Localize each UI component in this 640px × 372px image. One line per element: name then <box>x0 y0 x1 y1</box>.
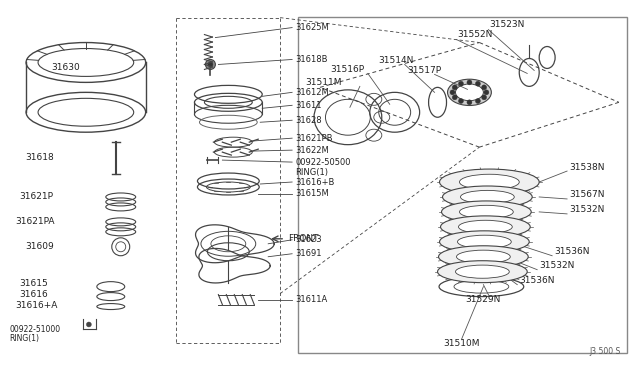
Text: 31552N: 31552N <box>458 30 493 39</box>
Text: 31616+A: 31616+A <box>15 301 58 310</box>
Ellipse shape <box>456 84 483 101</box>
Text: RING(1): RING(1) <box>9 334 39 343</box>
Text: 31516P: 31516P <box>330 65 364 74</box>
Circle shape <box>452 95 457 100</box>
Text: 31616: 31616 <box>19 290 48 299</box>
Text: 31615: 31615 <box>19 279 48 288</box>
Text: 31611A: 31611A <box>295 295 327 304</box>
Ellipse shape <box>440 169 539 195</box>
Text: 31621PB: 31621PB <box>295 134 333 143</box>
Circle shape <box>450 90 455 95</box>
Circle shape <box>86 322 92 327</box>
Text: 00922-51000: 00922-51000 <box>9 325 60 334</box>
Ellipse shape <box>460 174 519 190</box>
Circle shape <box>482 95 486 100</box>
Text: 31532N: 31532N <box>539 261 575 270</box>
Text: 31621PA: 31621PA <box>15 217 54 227</box>
Text: J3 500 S: J3 500 S <box>589 347 621 356</box>
Circle shape <box>458 81 463 86</box>
Text: 31532N: 31532N <box>569 205 604 214</box>
Text: 31612M: 31612M <box>295 88 329 97</box>
Ellipse shape <box>440 216 530 238</box>
Text: 31567N: 31567N <box>569 190 605 199</box>
Ellipse shape <box>438 246 528 268</box>
Ellipse shape <box>460 190 515 203</box>
Text: 31615M: 31615M <box>295 189 329 199</box>
Text: 31618: 31618 <box>25 153 54 161</box>
Text: 31514N: 31514N <box>378 56 413 65</box>
Text: 31609: 31609 <box>25 242 54 251</box>
Ellipse shape <box>440 231 529 253</box>
Text: FRONT: FRONT <box>288 234 319 243</box>
Circle shape <box>476 81 481 86</box>
Circle shape <box>482 85 486 90</box>
Text: 31616+B: 31616+B <box>295 177 335 186</box>
Circle shape <box>467 80 472 85</box>
Ellipse shape <box>438 261 527 283</box>
Text: RING(1): RING(1) <box>295 167 328 177</box>
Ellipse shape <box>442 186 532 208</box>
Text: 31529N: 31529N <box>465 295 501 304</box>
Circle shape <box>476 99 481 103</box>
Text: 31536N: 31536N <box>554 247 589 256</box>
Text: 31622M: 31622M <box>295 145 329 155</box>
Text: 31511M: 31511M <box>305 78 342 87</box>
Text: 31517P: 31517P <box>408 66 442 75</box>
Circle shape <box>452 85 457 90</box>
Ellipse shape <box>458 220 512 233</box>
Text: 31623: 31623 <box>295 235 322 244</box>
Text: 31630: 31630 <box>51 63 80 72</box>
Ellipse shape <box>456 265 509 278</box>
Circle shape <box>467 100 472 105</box>
Text: 31621P: 31621P <box>19 192 53 202</box>
Ellipse shape <box>456 250 510 263</box>
Text: 31611: 31611 <box>295 101 321 110</box>
Circle shape <box>458 99 463 103</box>
Circle shape <box>205 60 216 70</box>
Ellipse shape <box>447 79 492 106</box>
Ellipse shape <box>458 235 511 248</box>
Text: 31536N: 31536N <box>519 276 555 285</box>
Text: 31618B: 31618B <box>295 55 328 64</box>
Text: 31523N: 31523N <box>490 20 525 29</box>
FancyBboxPatch shape <box>298 17 627 353</box>
Circle shape <box>484 90 489 95</box>
Text: 31510M: 31510M <box>444 339 480 348</box>
Text: 31625M: 31625M <box>295 23 329 32</box>
Text: 31628: 31628 <box>295 116 322 125</box>
Ellipse shape <box>460 205 513 218</box>
Text: 00922-50500: 00922-50500 <box>295 158 351 167</box>
Text: 31538N: 31538N <box>569 163 605 171</box>
Ellipse shape <box>442 201 531 223</box>
Ellipse shape <box>522 62 536 82</box>
Text: 31691: 31691 <box>295 249 321 258</box>
Circle shape <box>208 62 213 67</box>
